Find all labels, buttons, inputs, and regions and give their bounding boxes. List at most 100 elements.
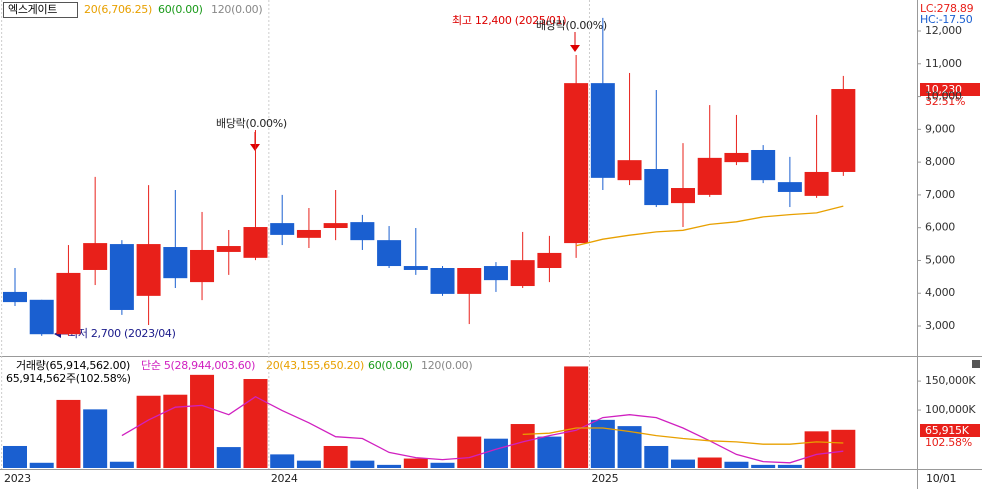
candle-body <box>377 240 402 267</box>
y-tick-label: 5,000 <box>925 253 955 266</box>
candle-body <box>136 244 161 296</box>
candle-body <box>617 160 642 181</box>
candle-body <box>216 246 241 252</box>
last-volume-box <box>920 424 980 437</box>
volume-bar <box>724 461 749 468</box>
y-tick-label: 8,000 <box>925 155 955 168</box>
volume-legend: 60(0.00) <box>368 359 413 372</box>
low-annotation: 최저 2,700 (2023/04) <box>68 327 176 340</box>
candle-body <box>804 171 829 196</box>
volume-text: 65,914,562주(102.58%) <box>6 372 131 385</box>
x-tick-label: 2025 <box>591 472 618 485</box>
volume-bar <box>3 445 27 468</box>
candle-body <box>564 83 589 244</box>
volume-legend: 단순 5(28,944,003.60) <box>141 359 255 372</box>
candle-body <box>83 243 108 270</box>
x-tick-label: 2024 <box>271 472 298 485</box>
candle-body <box>671 188 695 204</box>
x-tick-label: 2023 <box>4 472 31 485</box>
high-annotation: 최고 12,400 (2025/01) <box>452 14 566 27</box>
y-tick-label: 3,000 <box>925 319 955 332</box>
candle-body <box>56 272 81 335</box>
candle-body <box>109 244 134 310</box>
last-volume-change: 102.58% <box>925 436 972 449</box>
candle-body <box>3 291 27 303</box>
last-price-box <box>920 83 980 96</box>
close-button[interactable] <box>972 360 980 368</box>
volume-bar <box>270 454 295 468</box>
last-volume: 65,915K <box>925 424 970 437</box>
candle-body <box>430 268 455 294</box>
y-tick-label: 9,000 <box>925 122 955 135</box>
line-series <box>575 205 844 247</box>
dividend-annotation: 배당락(0.00%) <box>536 19 607 32</box>
volume-bar <box>457 436 482 468</box>
volume-bar <box>243 379 268 468</box>
volume-bar <box>377 464 402 468</box>
volume-bar <box>644 445 669 468</box>
candle-body <box>510 260 535 287</box>
y-tick-label: 10,000 <box>925 90 962 103</box>
volume-bar <box>56 399 81 468</box>
y-tick-label: 12,000 <box>925 24 962 37</box>
candle-body <box>724 152 749 163</box>
volume-bar <box>831 429 856 468</box>
volume-legend: 20(43,155,650.20) <box>266 359 364 372</box>
volume-bar <box>483 438 508 468</box>
y-tick-label: 4,000 <box>925 286 955 299</box>
volume-bar <box>136 395 161 468</box>
candle-body <box>751 149 776 181</box>
candle-body <box>296 229 321 238</box>
candle-body <box>190 249 215 283</box>
y-tick-label: 7,000 <box>925 188 955 201</box>
volume-bar <box>697 457 722 468</box>
volume-bar <box>109 461 134 468</box>
y-tick-label: 100,000K <box>925 403 976 416</box>
candle-body <box>163 247 188 279</box>
candle-body <box>323 223 348 229</box>
volume-bar <box>777 464 802 468</box>
volume-bar <box>590 419 615 468</box>
candle-body <box>243 227 268 258</box>
dividend-annotation: 배당락(0.00%) <box>216 117 287 130</box>
candle-body <box>777 182 802 192</box>
volume-bar <box>83 409 108 468</box>
line-series <box>522 427 844 445</box>
last-price: 10,230 <box>925 83 962 96</box>
lc-label: LC:278.89 <box>920 2 974 15</box>
candle-body <box>350 222 375 241</box>
volume-bar <box>29 462 54 468</box>
ma-legend: 120(0.00) <box>211 3 262 16</box>
volume-bar <box>323 445 348 468</box>
volume-bar <box>296 460 321 468</box>
hc-label: HC:-17.50 <box>920 13 973 26</box>
volume-bar <box>163 394 188 468</box>
candle-body <box>697 157 722 195</box>
cursor-date: 10/01 <box>926 472 956 485</box>
volume-bar <box>510 424 535 468</box>
volume-bar <box>430 462 455 468</box>
ma-legend: 20(6,706.25) <box>84 3 152 16</box>
volume-legend: 120(0.00) <box>421 359 472 372</box>
candle-body <box>537 252 562 269</box>
line-series <box>121 395 844 464</box>
last-change: 32.51% <box>925 95 965 108</box>
volume-bar <box>564 366 589 468</box>
y-tick-label: 11,000 <box>925 57 962 70</box>
volume-bar <box>671 459 695 468</box>
candle-body <box>29 299 54 335</box>
candle-body <box>831 89 856 172</box>
candle-body <box>403 266 428 270</box>
candle-body <box>644 169 669 206</box>
volume-bar <box>804 431 829 468</box>
volume-bar <box>537 436 562 468</box>
ma-legend: 60(0.00) <box>158 3 203 16</box>
candle-body <box>483 266 508 281</box>
candle-body <box>590 83 615 178</box>
volume-legend: 거래량(65,914,562.00) <box>16 359 130 372</box>
y-tick-label: 6,000 <box>925 221 955 234</box>
symbol-box[interactable] <box>3 2 78 18</box>
candle-body <box>270 223 295 235</box>
symbol-name: 엑스게이트 <box>8 3 57 16</box>
